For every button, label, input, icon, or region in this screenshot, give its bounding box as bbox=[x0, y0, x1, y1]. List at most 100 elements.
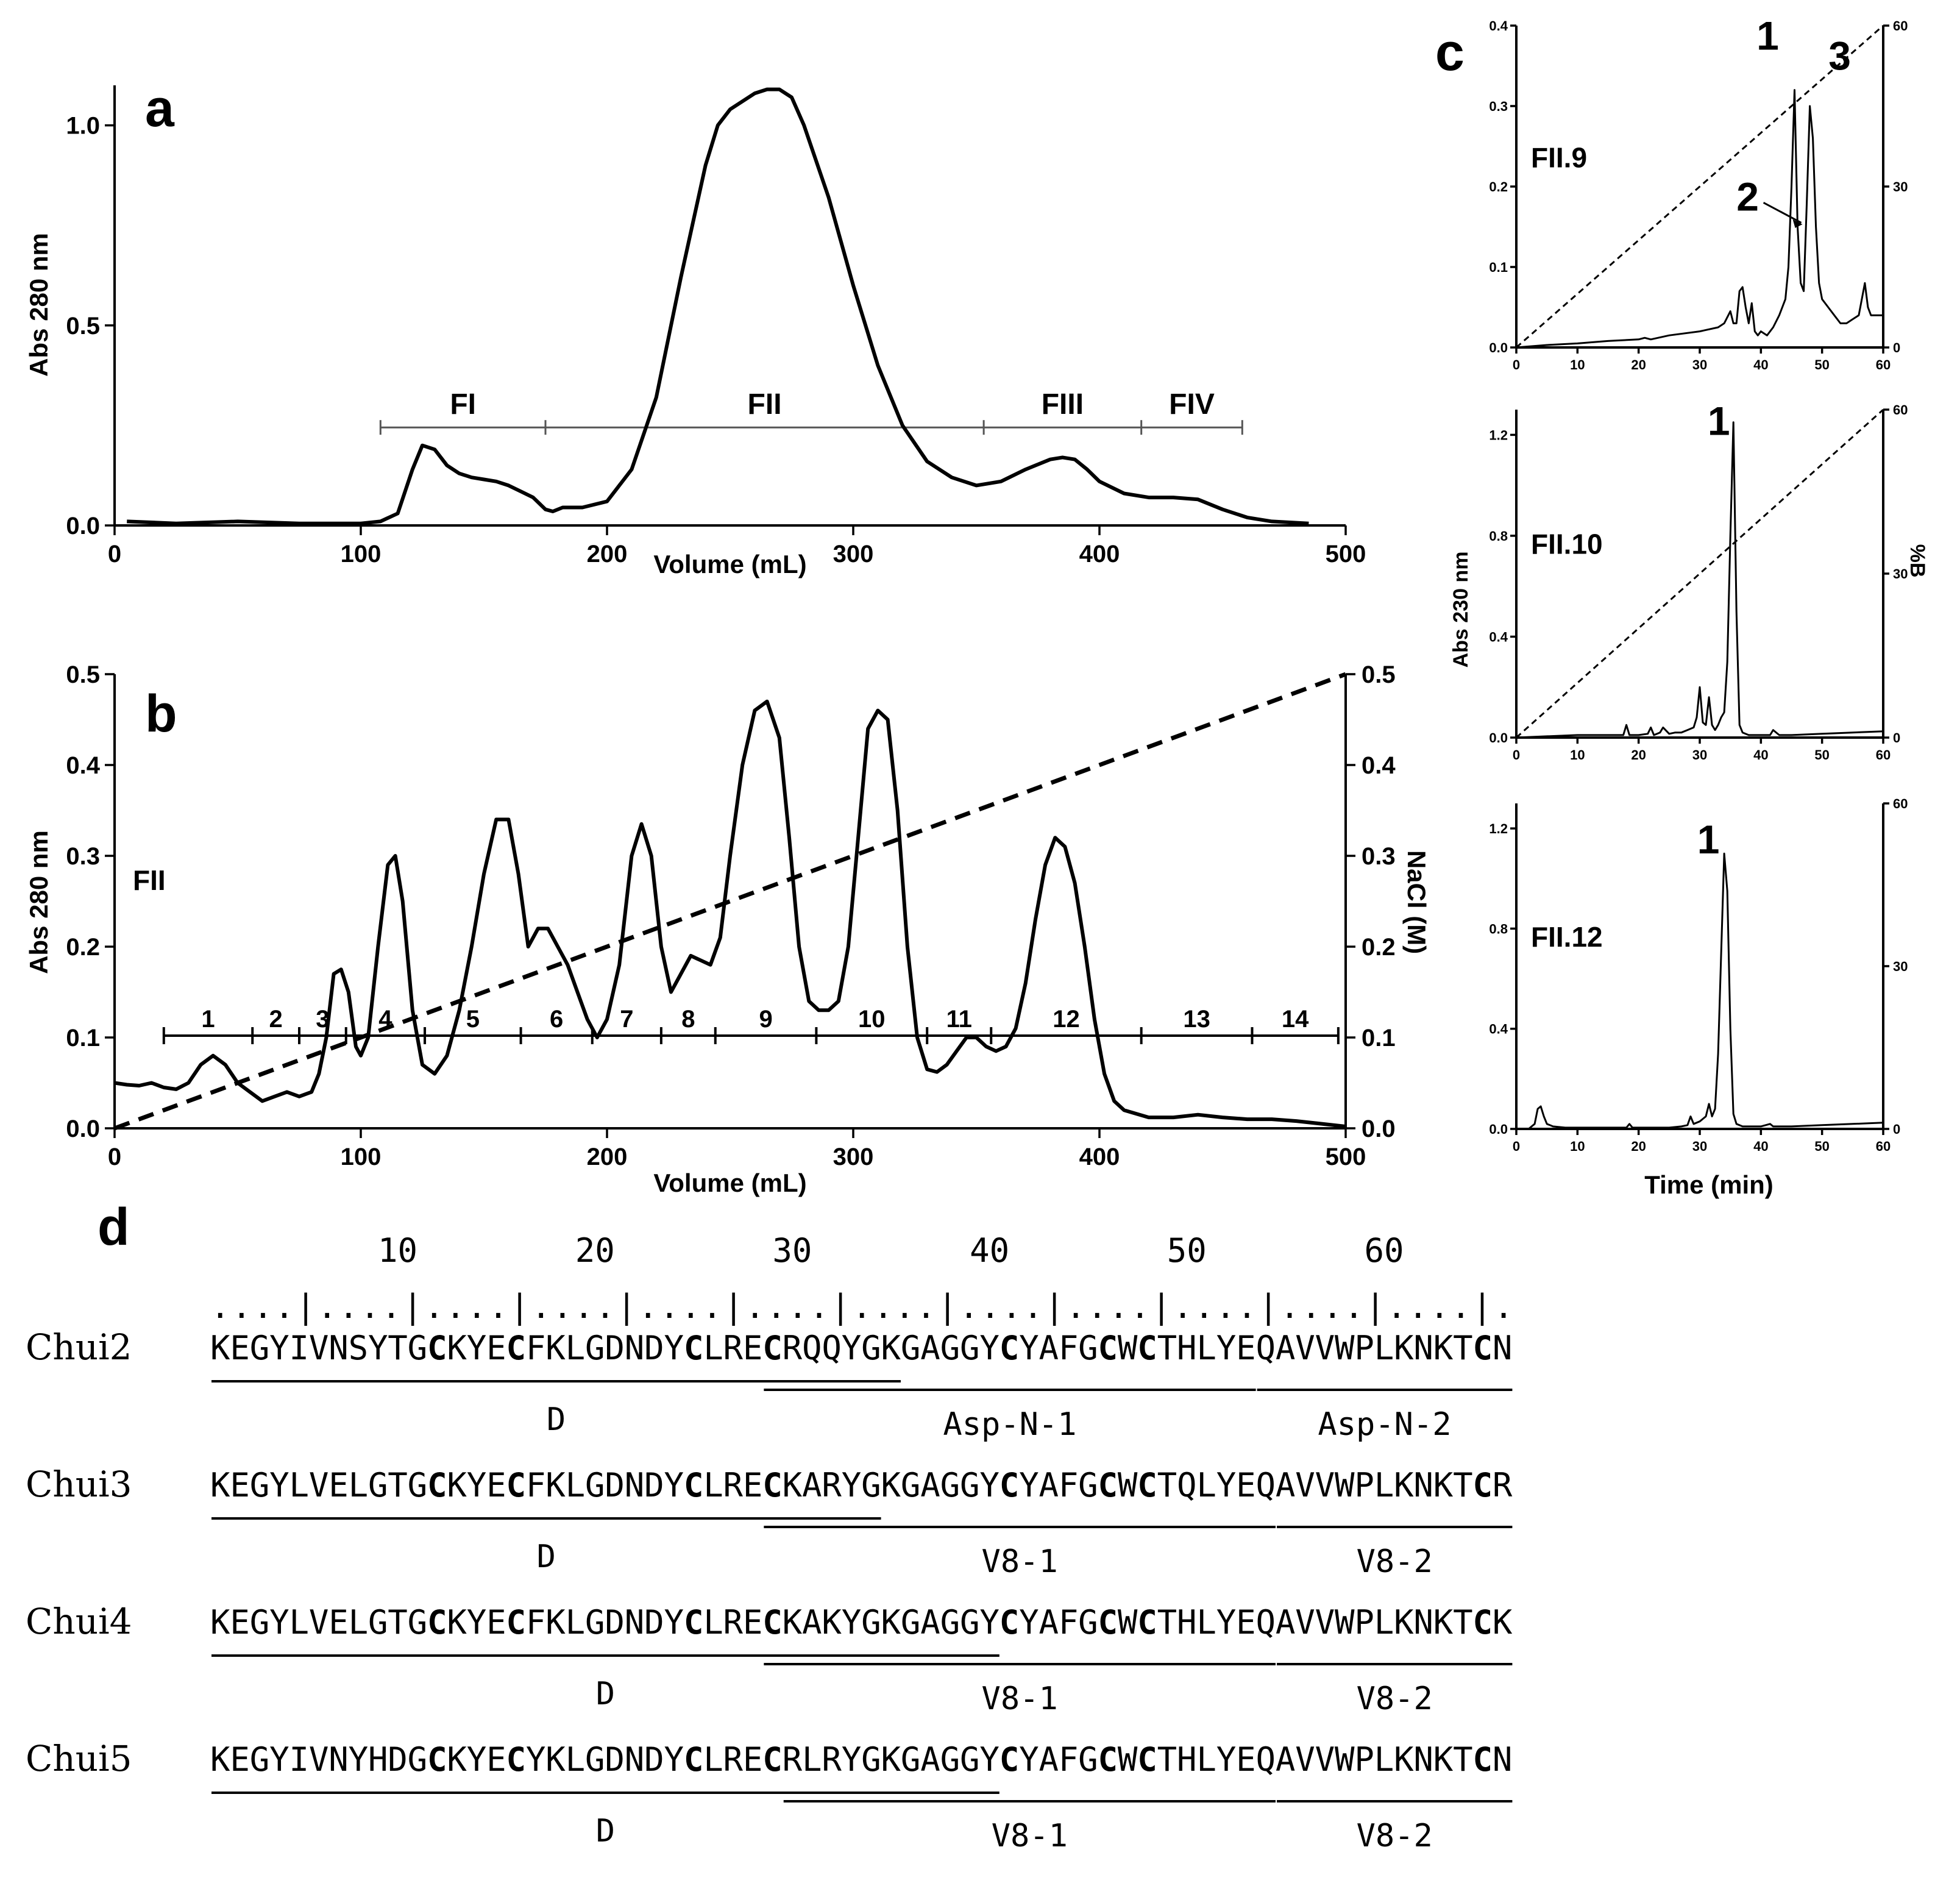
chart-c-xtick-label: 0 bbox=[1513, 1139, 1520, 1154]
fragment-label: V8-1 bbox=[982, 1543, 1058, 1580]
sequence-text: KEGYLVELGTGCKYECFKLGDNDYCLRECKAKYGKGAGGY… bbox=[210, 1603, 1513, 1642]
chart-b-ytick-label: 0.1 bbox=[66, 1025, 100, 1052]
chart-c-peak-label: 1 bbox=[1708, 398, 1730, 443]
chart-b-xtick-label: 100 bbox=[341, 1144, 382, 1170]
fragment-label: V8-2 bbox=[1357, 1543, 1433, 1580]
chart-c-peak-label: 3 bbox=[1828, 34, 1851, 79]
panel-label-d: d bbox=[98, 1198, 130, 1256]
chart-a-fraction-label: FIII bbox=[1042, 388, 1084, 421]
chart-c-xtick-label: 30 bbox=[1692, 1139, 1707, 1154]
fragment-label: V8-1 bbox=[992, 1818, 1068, 1854]
chart-c-gradient-line bbox=[1516, 24, 1884, 349]
fragment-label: D bbox=[596, 1813, 615, 1849]
chart-a: 0 100 200 300 400 500 0.0 0.5 1.0 FI FII FIII FIV V… bbox=[24, 85, 1366, 578]
chart-c-ylabel: Abs 230 nm bbox=[1449, 552, 1472, 668]
fragment-label: V8-1 bbox=[982, 1681, 1058, 1717]
ruler-track: ....|....|....|....|....|....|....|....|… bbox=[210, 1287, 1513, 1326]
chart-c-ytick-label: 1.2 bbox=[1489, 427, 1508, 443]
chart-b-ytick-label: 0.2 bbox=[66, 934, 100, 961]
sequence-name: Chui3 bbox=[26, 1464, 132, 1505]
fragment-label: V8-2 bbox=[1357, 1818, 1433, 1854]
ruler-number: 40 bbox=[970, 1231, 1009, 1270]
chart-b-fraction-label: 10 bbox=[858, 1006, 886, 1033]
chart-c-y2tick-label: 30 bbox=[1893, 179, 1908, 194]
chart-c-sample-label: FII.9 bbox=[1531, 141, 1587, 173]
panel-label-c: c bbox=[1435, 23, 1465, 82]
chart-c-ytick-label: 0.8 bbox=[1489, 528, 1508, 544]
chart-c-xtick-label: 50 bbox=[1814, 747, 1829, 763]
chart-c-xtick-label: 40 bbox=[1753, 1139, 1768, 1154]
fragment-label: D bbox=[547, 1401, 566, 1438]
chart-a-fraction-label: FIV bbox=[1169, 388, 1215, 421]
chart-c-y2tick-label: 30 bbox=[1893, 959, 1908, 974]
chart-b-xtick-label: 300 bbox=[833, 1144, 874, 1170]
chart-b-y2tick-label: 0.2 bbox=[1362, 934, 1396, 961]
chart-b-xtick-label: 500 bbox=[1326, 1144, 1366, 1170]
chart-b-fraction-label: 7 bbox=[620, 1006, 633, 1033]
chart-c-xtick-label: 20 bbox=[1631, 747, 1646, 763]
sequence-alignment: 10 20 30 40 50 60 ....|....|....|....|....|...… bbox=[26, 1231, 1513, 1854]
chart-c-xlabel: Time (min) bbox=[1644, 1170, 1774, 1199]
chart-c-gradient-line bbox=[1516, 408, 1884, 739]
chart-b-trace bbox=[114, 699, 1346, 1128]
ruler-number: 60 bbox=[1364, 1231, 1404, 1270]
chart-b-ytick-label: 0.0 bbox=[66, 1116, 100, 1142]
chart-b-fraction-label: 6 bbox=[550, 1006, 563, 1033]
panel-label-b: b bbox=[145, 685, 177, 743]
fragment-label: D bbox=[537, 1539, 556, 1575]
chart-a-ytick-label: 1.0 bbox=[66, 113, 100, 140]
chart-c-xtick-label: 50 bbox=[1814, 1139, 1829, 1154]
panel-label-a: a bbox=[145, 79, 175, 138]
chart-c-y2tick-label: 0 bbox=[1893, 1122, 1900, 1137]
chart-c-ytick-label: 0.2 bbox=[1489, 179, 1508, 194]
sequence-text: KEGYIVNYHDGCKYECYKLGDNDYCLRECRLRYGKGAGGY… bbox=[210, 1740, 1512, 1779]
chart-b-xlabel: Volume (mL) bbox=[653, 1169, 806, 1197]
chart-c-y2tick-label: 0 bbox=[1893, 730, 1900, 746]
sequence-name: Chui5 bbox=[26, 1738, 132, 1779]
chart-a-fraction-label: FI bbox=[450, 388, 476, 421]
chart-c-y2tick-label: 0 bbox=[1893, 340, 1900, 355]
chart-b-fraction-label: 12 bbox=[1053, 1006, 1080, 1033]
chart-b-xtick-label: 400 bbox=[1079, 1144, 1120, 1170]
chart-b-y2tick-label: 0.1 bbox=[1362, 1025, 1396, 1052]
chart-b-ylabel: Abs 280 nm bbox=[24, 830, 53, 974]
chart-c-ytick-label: 0.8 bbox=[1489, 921, 1508, 936]
chart-c-xtick-label: 60 bbox=[1876, 747, 1891, 763]
chart-c-peak-label: 1 bbox=[1697, 817, 1720, 862]
chart-b-y2tick-label: 0.0 bbox=[1362, 1116, 1396, 1142]
chart-c-y2tick-label: 60 bbox=[1893, 402, 1908, 418]
chart-a-xtick-label: 200 bbox=[587, 541, 628, 568]
chart-c-y2tick-label: 60 bbox=[1893, 18, 1908, 34]
chart-c-xtick-label: 0 bbox=[1513, 747, 1520, 763]
fragment-label: Asp-N-2 bbox=[1318, 1406, 1451, 1443]
chart-c-y2label: %B bbox=[1906, 544, 1929, 578]
chart-a-fraction-label: FII bbox=[748, 388, 782, 421]
chart-a-xtick-label: 400 bbox=[1079, 541, 1120, 568]
chart-c-trace bbox=[1516, 852, 1884, 1130]
chart-a-xtick-label: 0 bbox=[108, 541, 121, 568]
chart-c-ytick-label: 0.0 bbox=[1489, 730, 1508, 746]
chart-a-ytick-label: 0.5 bbox=[66, 313, 100, 340]
chart-c-xtick-label: 10 bbox=[1570, 1139, 1585, 1154]
chart-b-y2tick-label: 0.5 bbox=[1362, 661, 1396, 688]
chart-b-fraction-label: 5 bbox=[466, 1006, 480, 1033]
ruler-number: 30 bbox=[772, 1231, 812, 1270]
fragment-label: V8-2 bbox=[1357, 1681, 1433, 1717]
chart-c-xtick-label: 20 bbox=[1631, 357, 1646, 372]
chart-c-trace bbox=[1516, 89, 1883, 349]
chart-a-xtick-label: 500 bbox=[1326, 541, 1366, 568]
chart-c-peak-label: 1 bbox=[1756, 13, 1779, 59]
chart-b-y2label: NaCl (M) bbox=[1402, 850, 1431, 954]
chart-b-y2tick-label: 0.3 bbox=[1362, 843, 1396, 870]
chart-a-xtick-label: 300 bbox=[833, 541, 874, 568]
sequence-text: KEGYLVELGTGCKYECFKLGDNDYCLRECKARYGKGAGGY… bbox=[210, 1466, 1513, 1504]
chart-c-ytick-label: 0.0 bbox=[1489, 340, 1508, 355]
chart-a-ylabel: Abs 280 nm bbox=[24, 233, 53, 377]
chart-c-xtick-label: 40 bbox=[1753, 357, 1768, 372]
sequence-name: Chui4 bbox=[26, 1601, 132, 1642]
fragment-label: Asp-N-1 bbox=[943, 1406, 1076, 1443]
chart-b-ytick-label: 0.5 bbox=[66, 661, 100, 688]
chart-c-xtick-label: 20 bbox=[1631, 1139, 1646, 1154]
chart-c-xtick-label: 0 bbox=[1513, 357, 1520, 372]
